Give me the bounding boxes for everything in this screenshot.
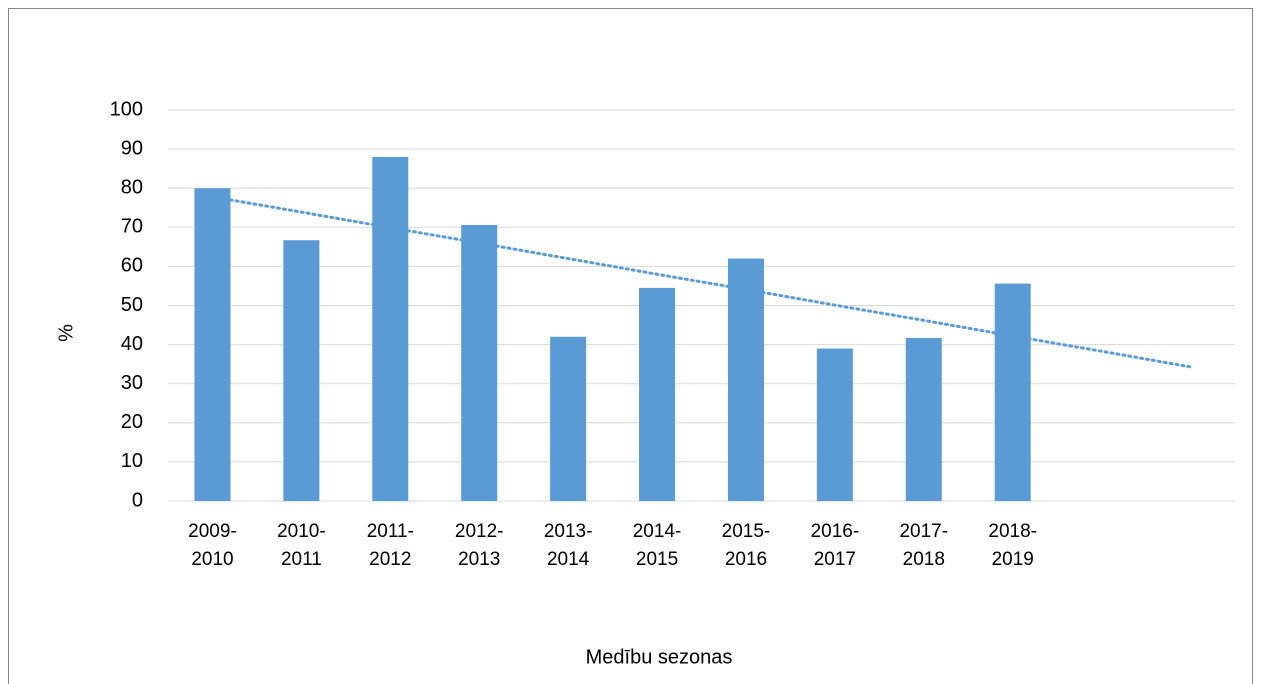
x-tick-label: 2009- 2010 <box>188 521 237 570</box>
y-axis-title: % <box>55 324 77 342</box>
x-tick-label: 2015- 2016 <box>721 521 771 570</box>
x-tick-label: 2014- 2015 <box>632 521 682 570</box>
bar <box>639 287 676 501</box>
chart-border <box>8 8 1253 684</box>
y-tick-label: 100 <box>110 98 143 120</box>
y-tick-label: 60 <box>121 255 143 277</box>
x-tick-label: 2013- 2014 <box>543 521 593 570</box>
bar <box>727 258 764 501</box>
y-tick-label: 0 <box>132 489 143 511</box>
x-axis-title: Medību sezonas <box>586 646 733 668</box>
bar <box>372 156 409 502</box>
x-tick-label: 2016- 2017 <box>810 521 860 570</box>
x-tick-label: 2018- 2019 <box>988 521 1037 570</box>
bar <box>461 224 498 502</box>
bar <box>816 348 853 501</box>
bar <box>194 188 231 501</box>
y-tick-label: 10 <box>121 450 143 472</box>
bar <box>550 336 587 501</box>
x-tick-label: 2017- 2018 <box>899 521 949 570</box>
bar <box>994 283 1031 501</box>
bar <box>905 337 942 501</box>
x-tick-label: 2010- 2011 <box>277 521 326 570</box>
y-tick-label: 30 <box>121 372 143 394</box>
y-tick-label: 90 <box>121 137 143 159</box>
trend-line <box>210 195 1193 369</box>
y-tick-label: 80 <box>121 176 143 198</box>
bar <box>283 240 320 501</box>
y-tick-label: 50 <box>121 294 143 316</box>
x-tick-label: 2011- 2012 <box>366 521 414 570</box>
y-tick-label: 70 <box>121 216 143 238</box>
y-tick-label: 20 <box>121 411 143 433</box>
y-tick-label: 40 <box>121 333 143 355</box>
x-tick-label: 2012- 2013 <box>454 521 504 570</box>
